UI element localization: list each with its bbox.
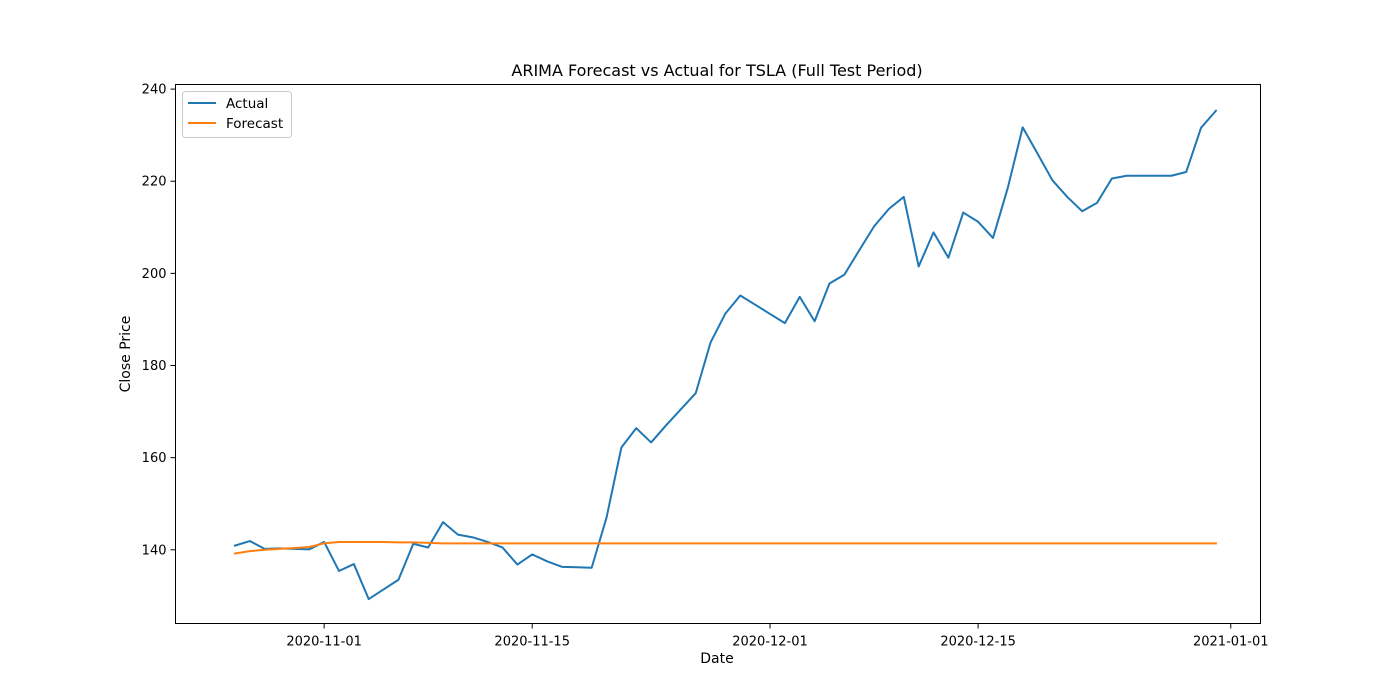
y-tick-label: 140 (142, 543, 167, 558)
legend: Actual Forecast (182, 91, 292, 138)
y-tick-label: 180 (142, 359, 167, 374)
chart-title: ARIMA Forecast vs Actual for TSLA (Full … (511, 61, 922, 80)
y-tick-label: 160 (142, 451, 167, 466)
plot-area (233, 109, 1218, 601)
y-tick-label: 200 (142, 267, 167, 282)
axes-frame (175, 84, 1261, 624)
series-line-forecast (233, 540, 1217, 555)
y-tick-label: 220 (142, 175, 167, 190)
legend-label-forecast: Forecast (226, 116, 283, 132)
x-tick-label: 2020-11-01 (286, 635, 362, 650)
x-axis-label: Date (700, 651, 733, 667)
series-line-actual (233, 109, 1218, 601)
x-tick-label: 2020-12-01 (732, 635, 808, 650)
y-tick-label: 240 (142, 83, 167, 98)
y-axis-label: Close Price (118, 316, 134, 393)
x-tick-label: 2020-12-15 (940, 635, 1016, 650)
x-tick-label: 2020-11-15 (494, 635, 570, 650)
axis-ticks: 2020-11-01 2020-11-15 2020-12-01 2020-12-15… (142, 83, 1269, 650)
x-tick-label: 2021-01-01 (1193, 635, 1269, 650)
legend-label-actual: Actual (226, 96, 268, 112)
